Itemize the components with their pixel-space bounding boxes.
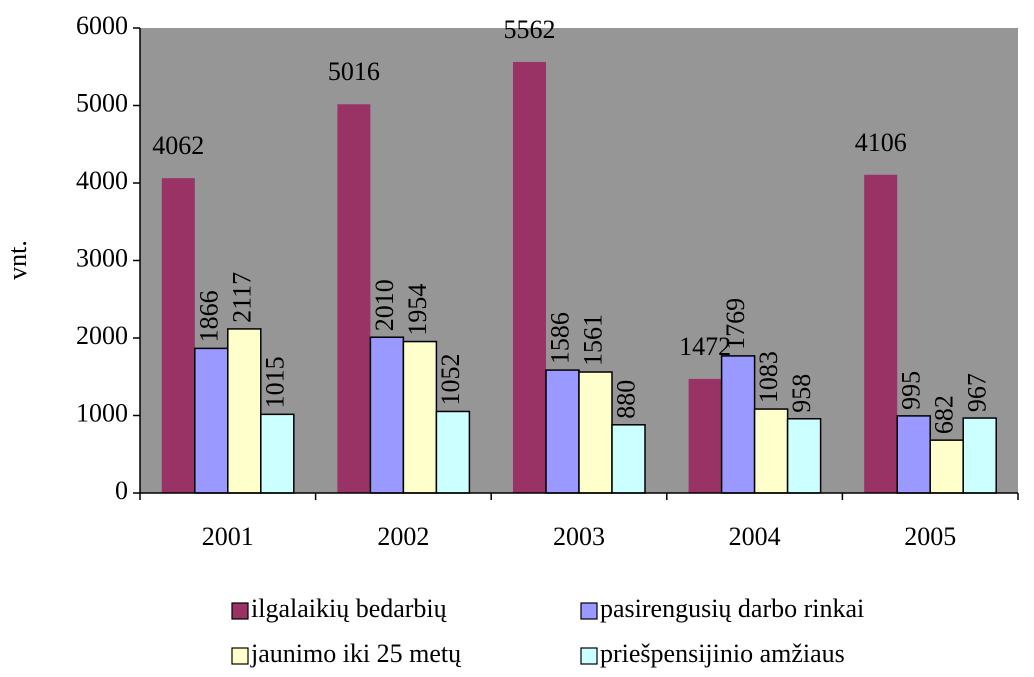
bar (753, 408, 789, 494)
legend-swatch (580, 602, 598, 620)
data-label: 967 (963, 373, 992, 412)
data-label: 958 (787, 374, 816, 413)
legend-label: jaunimo iki 25 metų (250, 639, 462, 668)
legend-label: pasirengusių darbo rinkai (600, 594, 864, 623)
bar (337, 104, 371, 493)
data-label: 1015 (260, 356, 289, 408)
legend-swatch (231, 647, 249, 665)
bar (578, 371, 613, 494)
bar (194, 347, 229, 494)
bar (962, 417, 997, 494)
x-tick-label: 2003 (553, 522, 605, 551)
bar (688, 378, 722, 493)
y-tick-label: 1000 (76, 398, 128, 427)
x-tick-label: 2005 (904, 522, 956, 551)
data-label: 1561 (578, 314, 607, 366)
data-label: 682 (930, 395, 959, 434)
data-label: 2010 (370, 279, 399, 331)
data-label: 880 (611, 380, 640, 419)
bar (402, 340, 438, 494)
data-label: 5562 (504, 15, 556, 44)
bar (545, 369, 580, 494)
legend-swatch (580, 647, 598, 665)
data-label: 1866 (194, 290, 223, 342)
legend-swatch (231, 602, 249, 620)
bar (435, 410, 471, 494)
data-label: 1586 (545, 312, 574, 364)
data-label: 4062 (152, 131, 204, 160)
y-tick-label: 4000 (76, 166, 128, 195)
bar (896, 415, 931, 494)
data-label: 1769 (721, 298, 750, 350)
x-tick-label: 2002 (377, 522, 429, 551)
y-tick-label: 3000 (76, 243, 128, 272)
legend-label: ilgalaikių bedarbių (251, 594, 448, 623)
y-tick-label: 6000 (76, 11, 128, 40)
bar (227, 328, 262, 494)
bar (929, 439, 964, 494)
bar (864, 174, 898, 493)
data-label: 1954 (403, 284, 432, 336)
bar (611, 424, 646, 494)
y-tick-label: 0 (115, 476, 128, 505)
data-label: 5016 (328, 57, 380, 86)
data-label: 2117 (227, 272, 256, 323)
y-tick-label: 5000 (76, 88, 128, 117)
bar (260, 413, 295, 494)
legend-label: priešpensijinio amžiaus (600, 639, 845, 668)
bar (513, 61, 546, 493)
data-label: 1083 (754, 351, 783, 403)
data-label: 995 (897, 371, 926, 410)
x-tick-label: 2004 (729, 522, 781, 551)
x-tick-label: 2001 (202, 522, 254, 551)
data-label: 1052 (436, 353, 465, 405)
bar (369, 336, 405, 494)
data-label: 4106 (855, 128, 907, 157)
y-tick-label: 2000 (76, 321, 128, 350)
y-axis-label: vnt. (3, 240, 32, 280)
bar (786, 418, 822, 494)
bar (161, 178, 195, 493)
bar (720, 355, 756, 494)
